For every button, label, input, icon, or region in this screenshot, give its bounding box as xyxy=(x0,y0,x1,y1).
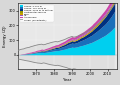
Y-axis label: Energy (ZJ): Energy (ZJ) xyxy=(3,26,7,47)
Legend: Ocean, 0-700 m, Ocean, 700-2000 m, Ocean, 2000 m to bottom, Continental shelves,: Ocean, 0-700 m, Ocean, 700-2000 m, Ocean… xyxy=(20,5,54,22)
X-axis label: Year: Year xyxy=(63,78,72,82)
